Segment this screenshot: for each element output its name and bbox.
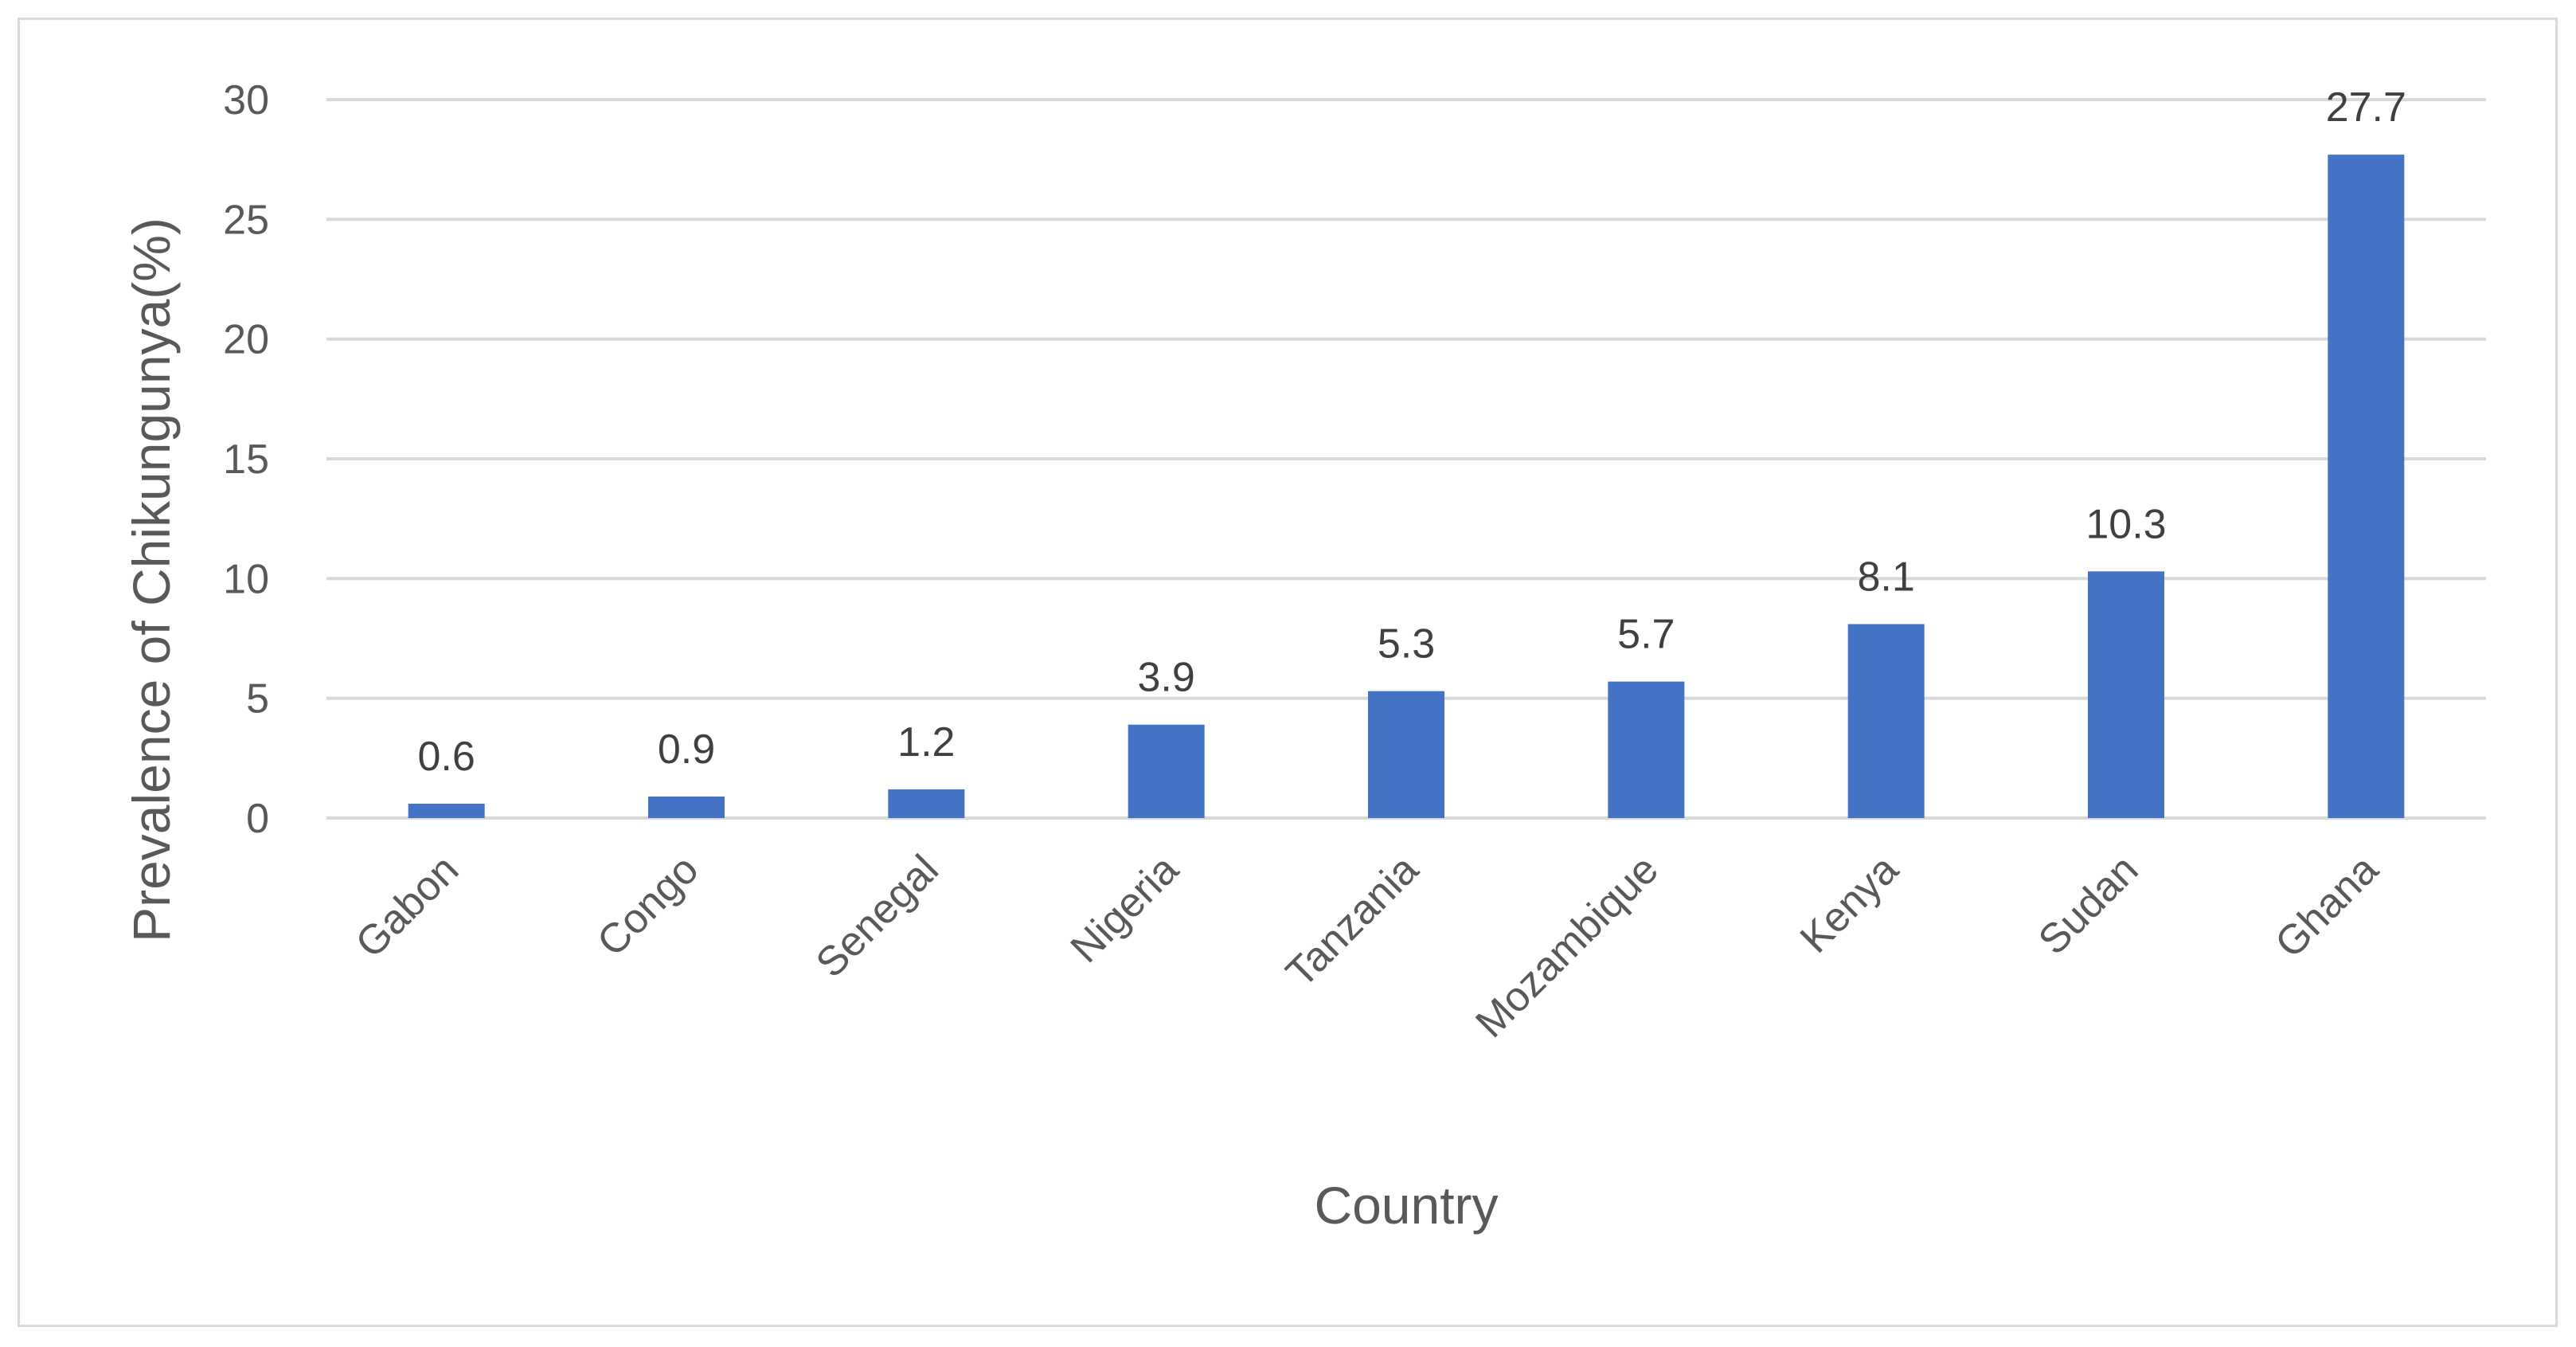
y-tick-label: 5 <box>246 676 269 722</box>
data-label-sudan: 10.3 <box>2085 501 2166 547</box>
data-label-nigeria: 3.9 <box>1138 655 1195 701</box>
y-axis-title: Prevalence of Chikungunya(%) <box>122 217 181 942</box>
bar-congo <box>648 796 725 818</box>
bar-sudan <box>2088 571 2164 818</box>
y-tick-label: 20 <box>223 317 269 363</box>
bar-tanzania <box>1368 691 1444 818</box>
data-label-mozambique: 5.7 <box>1617 612 1675 658</box>
data-label-senegal: 1.2 <box>897 719 955 766</box>
x-axis-ticks: Gabon Congo Senegal Nigeria Tanzania Mozambiq… <box>347 846 2387 1047</box>
y-tick-label: 30 <box>223 77 269 123</box>
y-tick-label: 0 <box>246 796 269 842</box>
bar-mozambique <box>1608 681 1685 818</box>
x-tick-label-kenya: Kenya <box>1792 846 1907 961</box>
bars <box>408 155 2405 819</box>
data-label-ghana: 27.7 <box>2326 84 2406 131</box>
y-tick-label: 25 <box>223 197 269 243</box>
x-tick-label-mozambique: Mozambique <box>1467 846 1667 1047</box>
data-labels: 0.6 0.9 1.2 3.9 5.3 5.7 8.1 10.3 27.7 <box>418 84 2406 780</box>
data-label-tanzania: 5.3 <box>1378 621 1435 668</box>
x-axis-title: Country <box>1314 1176 1498 1235</box>
y-tick-label: 10 <box>223 556 269 602</box>
x-tick-label-sudan: Sudan <box>2030 846 2147 963</box>
y-tick-label: 15 <box>223 437 269 483</box>
x-tick-label-congo: Congo <box>588 846 707 965</box>
data-label-gabon: 0.6 <box>418 734 475 780</box>
x-tick-label-senegal: Senegal <box>807 846 948 986</box>
bar-ghana <box>2328 155 2405 819</box>
x-tick-label-ghana: Ghana <box>2266 846 2386 966</box>
bar-nigeria <box>1128 724 1205 818</box>
data-label-kenya: 8.1 <box>1858 554 1915 600</box>
bar-gabon <box>408 803 485 818</box>
y-axis-ticks: 0 5 10 15 20 25 30 <box>223 77 269 842</box>
bar-senegal <box>888 789 965 818</box>
bar-kenya <box>1847 624 1925 818</box>
x-tick-label-nigeria: Nigeria <box>1062 846 1188 972</box>
data-label-congo: 0.9 <box>658 726 715 773</box>
x-tick-label-tanzania: Tanzania <box>1277 846 1427 996</box>
x-tick-label-gabon: Gabon <box>347 846 467 966</box>
